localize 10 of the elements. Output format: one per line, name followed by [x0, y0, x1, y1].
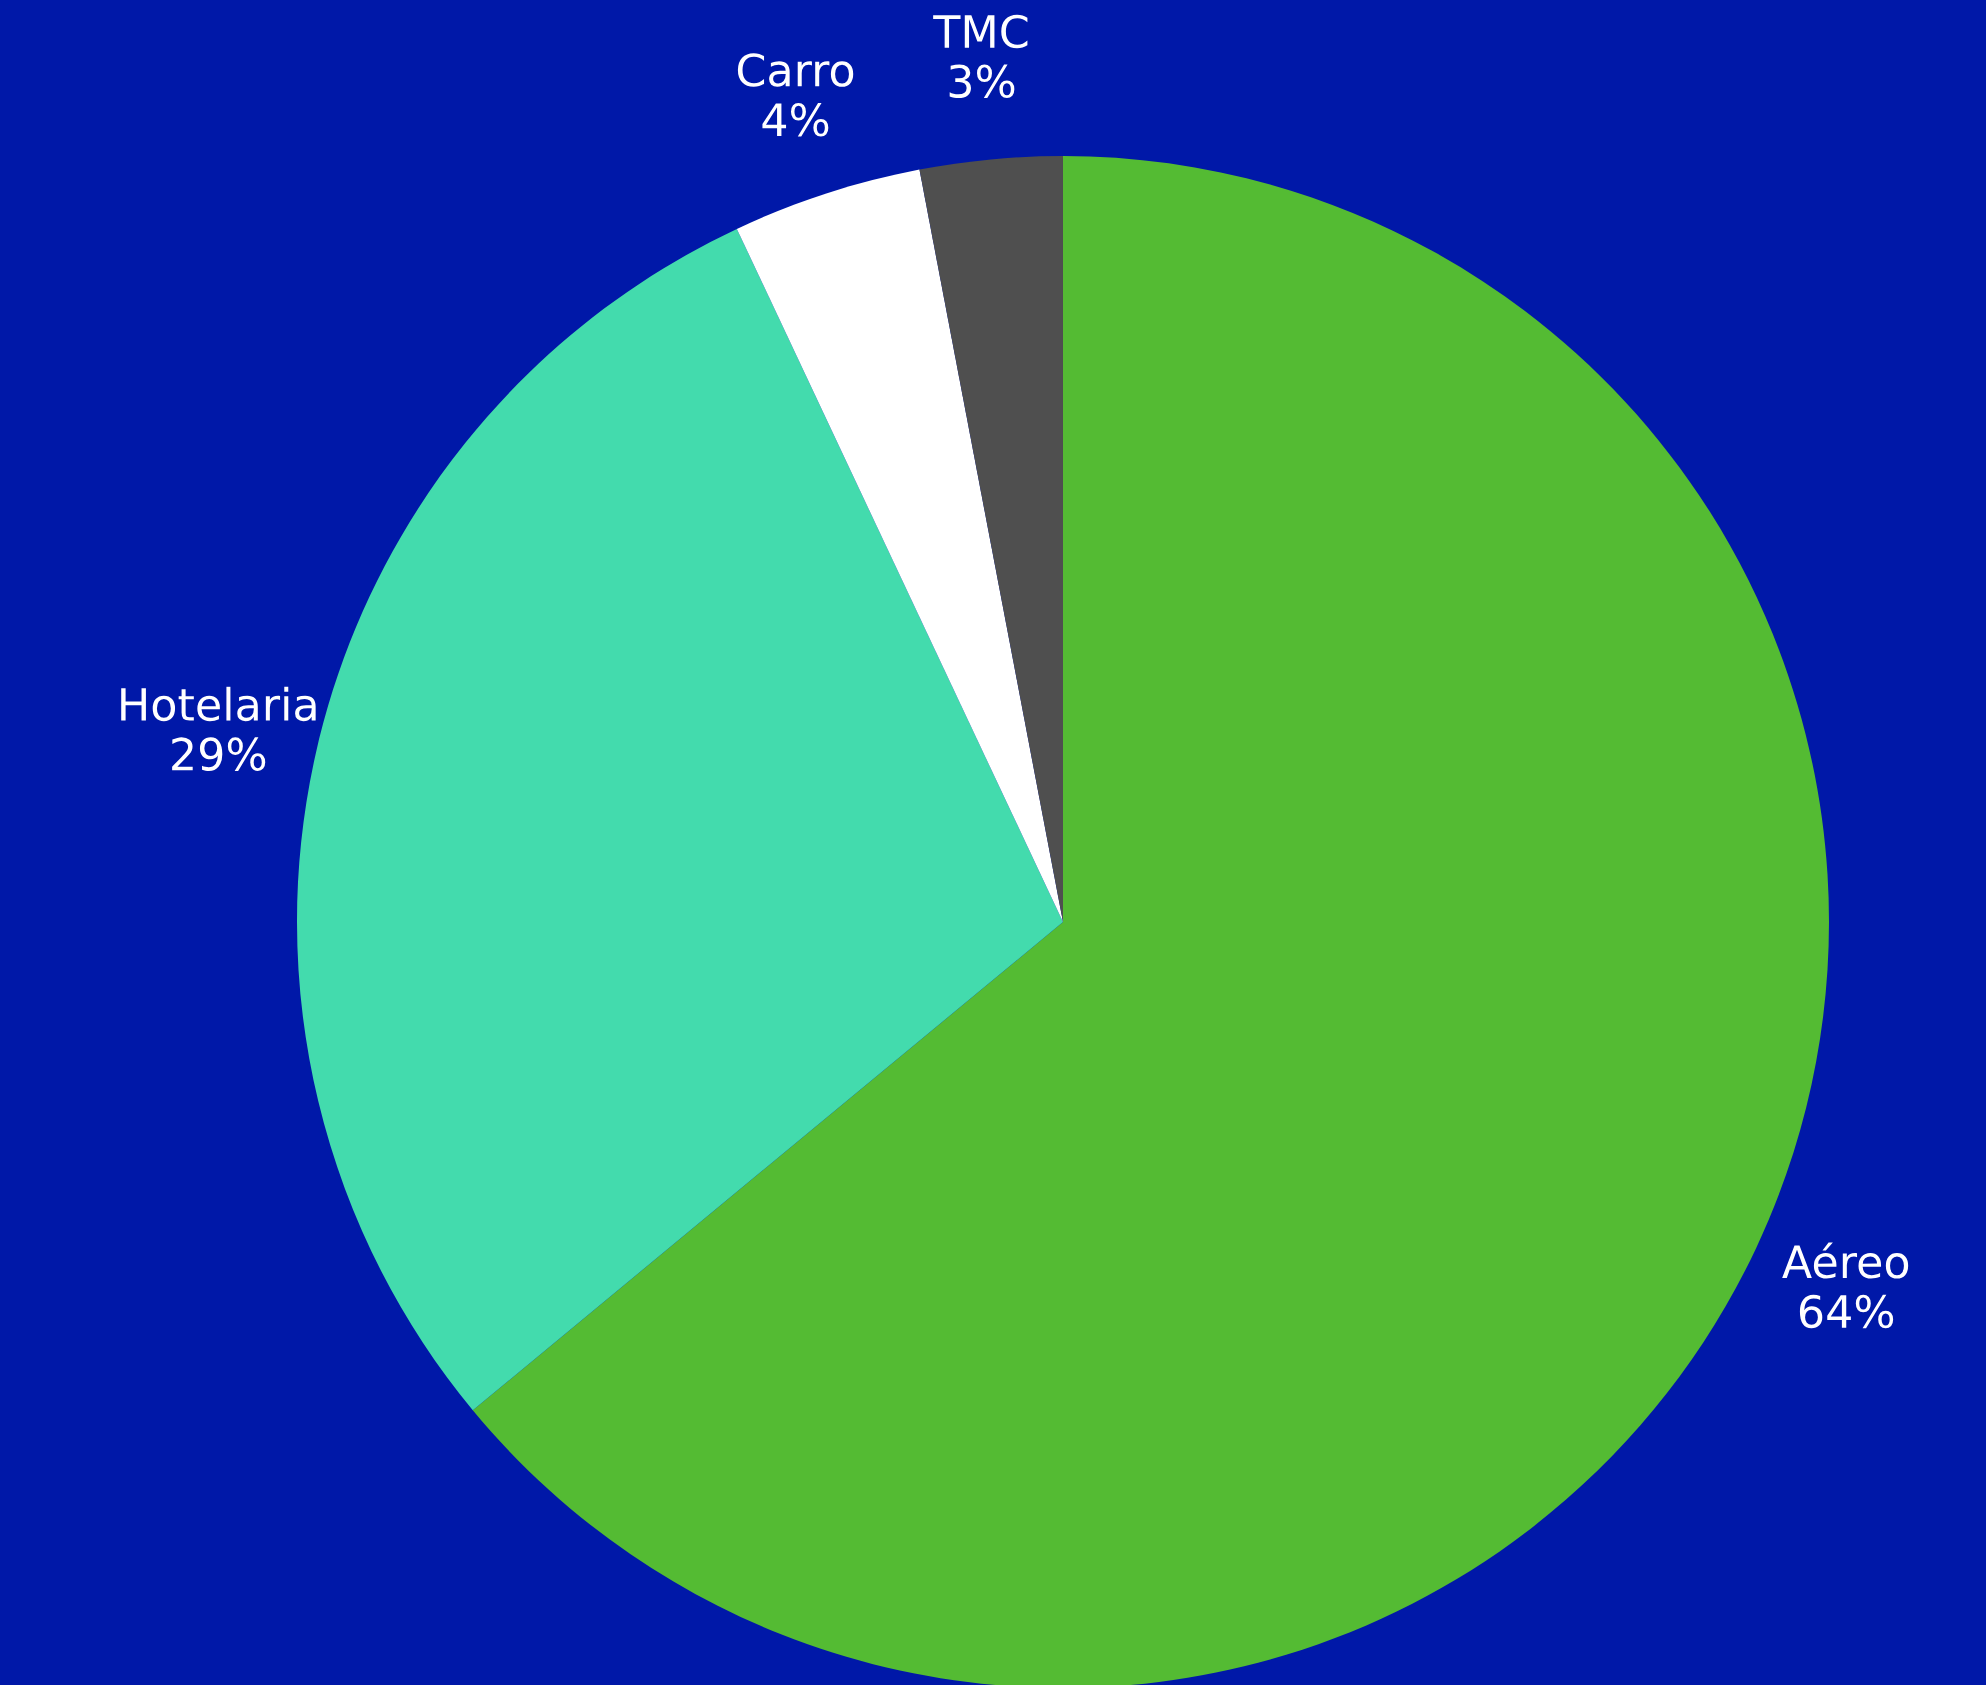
- data-label: 64%: [1799, 1294, 1894, 1329]
- slice-label: TMC: [933, 14, 1028, 49]
- pie-slice: [736, 169, 1063, 922]
- slice-label: Carro: [737, 53, 854, 87]
- slice-label: Hotelaria: [121, 686, 316, 722]
- data-label: 4%: [762, 102, 829, 137]
- data-label: 3%: [949, 64, 1015, 99]
- pie-slice: [919, 156, 1063, 922]
- data-label: 29%: [172, 737, 266, 771]
- slice-label: Aéreo: [1782, 1242, 1909, 1279]
